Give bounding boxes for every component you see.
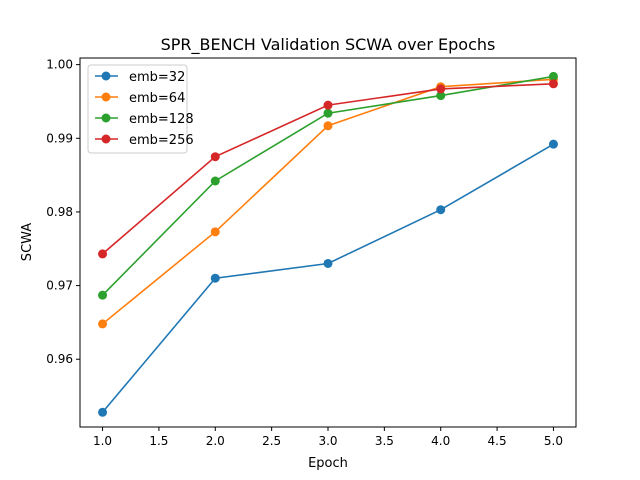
legend-marker	[101, 134, 111, 144]
data-point	[98, 290, 108, 300]
plot-area	[98, 71, 558, 417]
legend-box	[87, 64, 188, 154]
x-tick-label: 5.0	[544, 434, 563, 448]
data-point	[436, 84, 446, 94]
legend-item: emb=256	[95, 133, 194, 148]
y-axis-ticks: 0.96 0.97 0.98 0.99 1.00	[46, 58, 80, 366]
y-axis-label: SCWA	[20, 223, 35, 261]
plot-frame	[79, 57, 577, 428]
legend-label: emb=32	[129, 70, 185, 85]
data-point	[548, 71, 558, 81]
x-tick-label: 2.5	[262, 434, 281, 448]
x-tick-label: 1.0	[93, 434, 112, 448]
data-point	[436, 205, 446, 215]
legend-label: emb=128	[129, 112, 194, 127]
legend-marker	[101, 113, 111, 123]
data-point	[323, 108, 333, 118]
y-tick-label: 0.97	[46, 279, 73, 293]
x-tick-label: 2.0	[206, 434, 225, 448]
x-axis-ticks: 1.0 1.5 2.0 2.5 3.0 3.5 4.0 4.5 5.0	[93, 427, 563, 448]
x-axis-label: Epoch	[308, 456, 348, 471]
data-point	[98, 249, 108, 259]
y-tick-label: 0.99	[46, 131, 73, 145]
legend-label: emb=64	[129, 91, 185, 106]
data-point	[323, 258, 333, 268]
series-emb-256	[98, 79, 558, 259]
legend-marker	[101, 71, 111, 81]
legend-marker	[101, 92, 111, 102]
x-tick-label: 3.0	[318, 434, 337, 448]
x-tick-label: 1.5	[149, 434, 168, 448]
y-tick-label: 0.96	[46, 352, 73, 366]
data-point	[548, 139, 558, 149]
data-point	[98, 319, 108, 329]
legend-label: emb=256	[129, 133, 194, 148]
y-tick-label: 0.98	[46, 205, 73, 219]
chart-title: SPR_BENCH Validation SCWA over Epochs	[161, 35, 496, 55]
data-point	[210, 273, 220, 283]
series-line	[101, 143, 554, 413]
x-tick-label: 4.5	[488, 434, 507, 448]
x-tick-label: 3.5	[375, 434, 394, 448]
data-point	[210, 227, 220, 237]
data-point	[323, 121, 333, 131]
x-tick-label: 4.0	[431, 434, 450, 448]
legend-item: emb=64	[95, 91, 185, 106]
data-point	[548, 79, 558, 89]
data-point	[98, 407, 108, 417]
series-emb-128	[98, 71, 558, 300]
series-emb-32	[98, 139, 558, 417]
data-point	[436, 91, 446, 101]
legend-item: emb=32	[95, 70, 185, 85]
legend-item: emb=128	[95, 112, 194, 127]
legend: emb=32 emb=64 emb=128 emb=256	[87, 64, 194, 154]
data-point	[210, 152, 220, 162]
data-point	[210, 176, 220, 186]
y-tick-label: 1.00	[46, 58, 73, 72]
data-point	[323, 100, 333, 110]
